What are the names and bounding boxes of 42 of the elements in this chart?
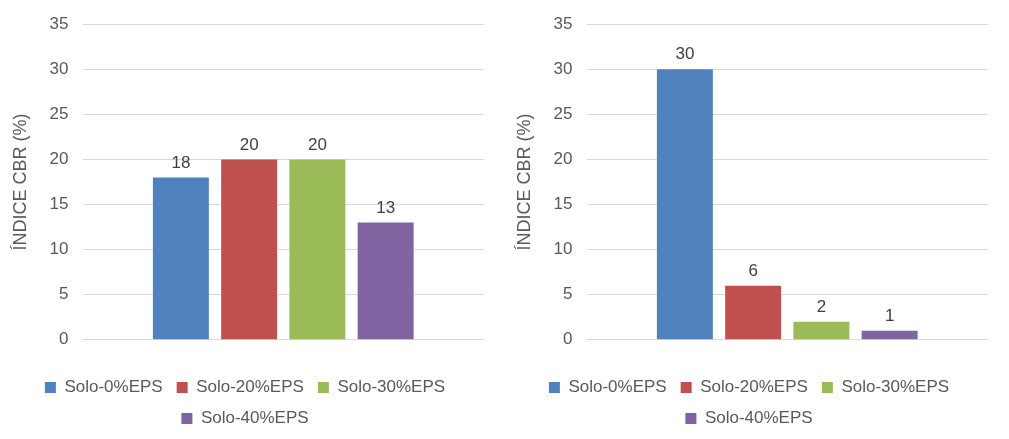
bar xyxy=(656,69,713,340)
legend-label: Solo-20%EPS xyxy=(196,377,304,397)
legend-label: Solo-0%EPS xyxy=(64,377,163,397)
y-tick-label: 10 xyxy=(553,239,573,259)
y-tick-label: 5 xyxy=(563,284,573,304)
y-axis-title: ÍNDICE CBR (%) xyxy=(513,113,534,251)
legend-label: Solo-40%EPS xyxy=(200,408,309,428)
y-tick-label: 20 xyxy=(553,149,573,169)
y-tick-label: 15 xyxy=(553,194,573,214)
data-label: 2 xyxy=(816,296,827,316)
y-tick-label: 10 xyxy=(49,239,69,259)
y-tick-label: 25 xyxy=(49,104,69,124)
data-label: 1 xyxy=(884,305,895,325)
legend-label: Solo-40%EPS xyxy=(704,408,813,428)
y-tick-label: 30 xyxy=(49,58,69,78)
bar xyxy=(861,330,918,340)
bar xyxy=(289,159,346,340)
data-label: 13 xyxy=(376,197,396,217)
data-label: 6 xyxy=(748,260,758,280)
bar xyxy=(221,159,278,340)
y-tick-label: 0 xyxy=(59,329,69,349)
bar xyxy=(793,321,850,340)
y-tick-label: 35 xyxy=(49,13,69,33)
y-tick-label: 15 xyxy=(49,194,69,214)
y-tick-label: 30 xyxy=(553,58,573,78)
y-tick-label: 20 xyxy=(49,149,69,169)
legend-label: Solo-30%EPS xyxy=(841,377,950,397)
y-tick-label: 35 xyxy=(553,13,573,33)
legend-label: Solo-0%EPS xyxy=(568,377,667,397)
legend-label: Solo-20%EPS xyxy=(700,377,808,397)
data-label: 20 xyxy=(239,134,259,154)
data-label: 18 xyxy=(171,152,191,172)
bar xyxy=(152,177,209,340)
legend-label: Solo-30%EPS xyxy=(337,377,446,397)
y-tick-label: 5 xyxy=(59,284,69,304)
data-label: 30 xyxy=(675,44,695,64)
y-axis-title: ÍNDICE CBR (%) xyxy=(9,113,30,251)
bar xyxy=(725,285,782,340)
y-tick-label: 25 xyxy=(553,104,573,124)
data-label: 20 xyxy=(307,134,327,154)
y-tick-label: 0 xyxy=(563,329,573,349)
bar xyxy=(357,222,414,340)
